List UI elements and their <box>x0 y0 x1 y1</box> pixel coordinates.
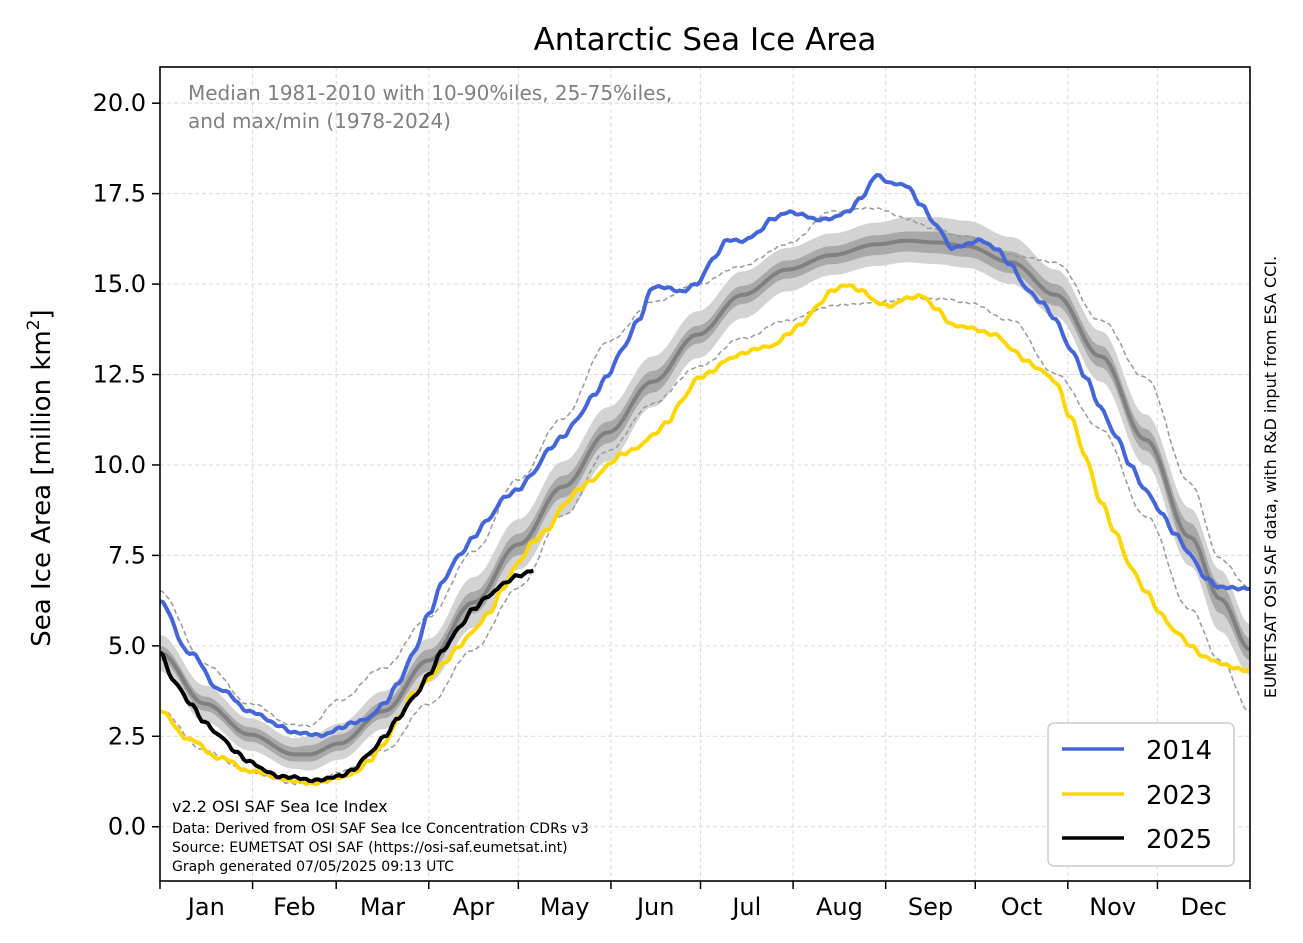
max-line <box>160 206 1250 728</box>
y-tick-label: 0.0 <box>108 813 146 841</box>
band-10-90-percentile <box>160 217 1250 771</box>
x-tick-label: Feb <box>273 893 316 921</box>
x-tick-label: Dec <box>1180 893 1226 921</box>
x-tick-label: Jul <box>730 893 761 921</box>
chart-title: Antarctic Sea Ice Area <box>534 22 877 58</box>
min-line <box>160 296 1250 786</box>
x-tick-label: Nov <box>1089 893 1136 921</box>
footer-source-line: Source: EUMETSAT OSI SAF (https://osi-sa… <box>172 840 568 856</box>
series-line-2014 <box>160 173 1250 739</box>
x-tick-label: May <box>540 893 590 921</box>
climatology-bands <box>160 206 1250 786</box>
y-tick-label: 17.5 <box>93 180 146 208</box>
plot-frame <box>159 66 1251 882</box>
climatology-note-line1: Median 1981-2010 with 10-90%iles, 25-75%… <box>188 81 672 105</box>
y-tick-label: 20.0 <box>93 89 146 117</box>
side-credit-text: EUMETSAT OSI SAF data, with R&D input fr… <box>1261 256 1280 698</box>
legend-label-2014: 2014 <box>1146 736 1212 766</box>
median-line <box>160 238 1250 757</box>
y-tick-label: 7.5 <box>108 541 146 569</box>
y-tick-label: 15.0 <box>93 270 146 298</box>
y-tick-label: 5.0 <box>108 632 146 660</box>
x-tick-label: Apr <box>453 893 495 921</box>
series-line-2025 <box>160 568 534 784</box>
x-tick-label: Sep <box>908 893 953 921</box>
band-25-75-percentile <box>160 231 1250 762</box>
series-lines <box>160 173 1250 787</box>
y-axis-label-superscript: 2 <box>24 319 44 330</box>
footer-generated-line: Graph generated 07/05/2025 09:13 UTC <box>172 859 454 875</box>
legend: 2014 2023 2025 <box>1047 722 1235 867</box>
y-axis-label-main: Sea Ice Area [million km <box>27 330 57 646</box>
x-tick-label: Jun <box>635 893 675 921</box>
x-tick-label: Jan <box>186 893 225 921</box>
footer-data-line: Data: Derived from OSI SAF Sea Ice Conce… <box>172 821 589 837</box>
y-axis-label-close: ] <box>27 309 57 319</box>
y-axis-label: Sea Ice Area [million km2] <box>24 309 57 646</box>
axes-layer: 0.0 2.5 5.0 7.5 10.0 12.5 15.0 17.5 20.0 Jan Feb Ma… <box>93 66 1251 921</box>
y-tick-label: 10.0 <box>93 451 146 479</box>
side-credit-group: EUMETSAT OSI SAF data, with R&D input fr… <box>1261 256 1280 698</box>
legend-label-2025: 2025 <box>1146 825 1212 855</box>
footer-version: v2.2 OSI SAF Sea Ice Index <box>172 797 388 816</box>
x-tick-label: Aug <box>816 893 863 921</box>
legend-label-2023: 2023 <box>1146 781 1212 811</box>
x-tick-label: Oct <box>1001 893 1043 921</box>
y-tick-label: 12.5 <box>93 361 146 389</box>
y-axis-label-group: Sea Ice Area [million km2] <box>24 309 57 646</box>
x-tick-label: Mar <box>360 893 405 921</box>
legend-box <box>1047 722 1235 867</box>
climatology-note-line2: and max/min (1978-2024) <box>188 109 451 133</box>
y-tick-label: 2.5 <box>108 722 146 750</box>
